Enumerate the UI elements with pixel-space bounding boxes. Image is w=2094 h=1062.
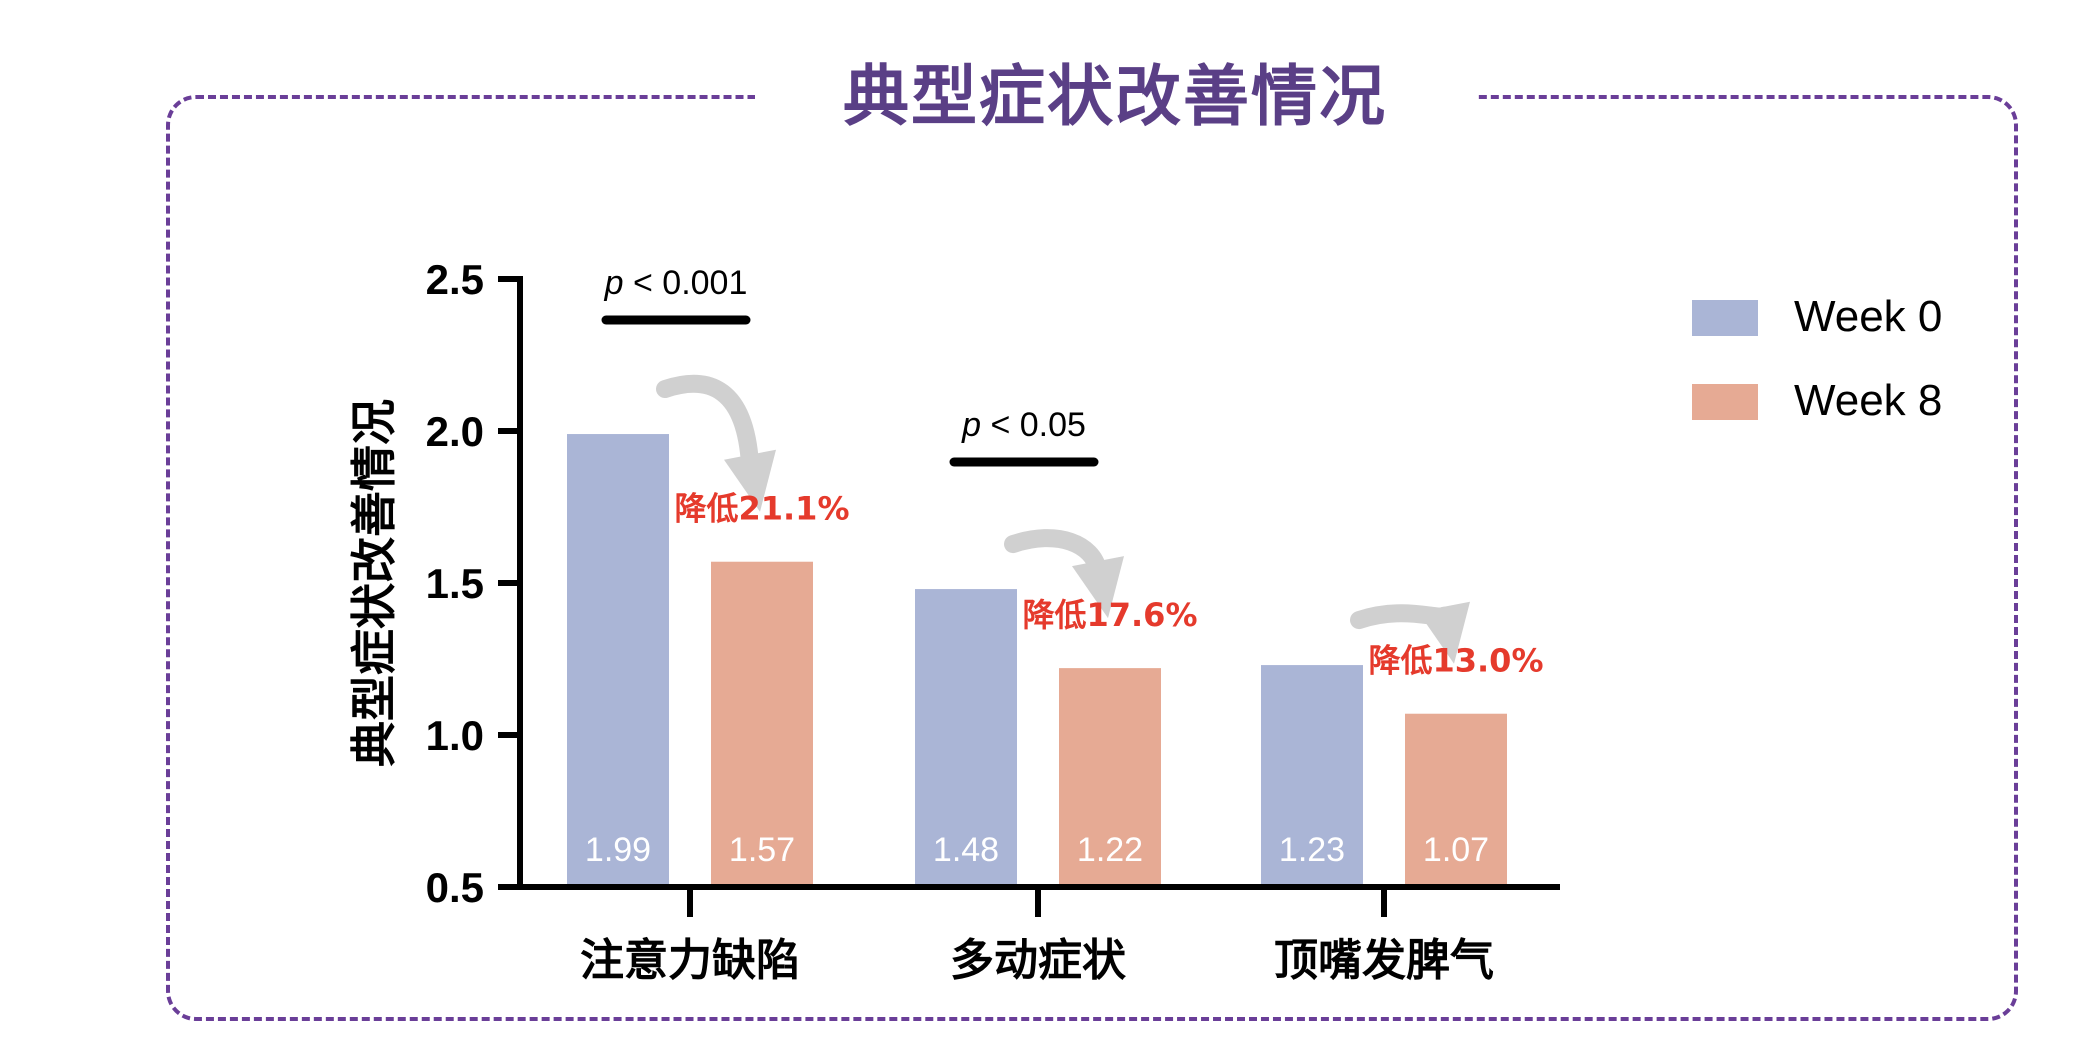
- y-tick-label: 1.5: [426, 560, 484, 607]
- bar-value-label: 1.23: [1279, 831, 1345, 869]
- legend-label: Week 0: [1794, 292, 1942, 341]
- reduction-label: 降低21.1%: [674, 490, 849, 528]
- legend-swatch: [1692, 384, 1758, 420]
- bar-value-label: 1.07: [1423, 831, 1489, 869]
- bar-value-label: 1.99: [585, 831, 651, 869]
- x-tick-label: 顶嘴发脾气: [1274, 935, 1494, 986]
- y-tick-label: 2.0: [426, 408, 484, 455]
- decrease-arrow: [656, 374, 759, 473]
- x-tick-label: 多动症状: [950, 935, 1127, 986]
- y-tick-label: 0.5: [426, 864, 484, 911]
- y-tick-label: 1.0: [426, 712, 484, 759]
- bar-value-label: 1.57: [729, 831, 795, 869]
- legend-swatch: [1692, 300, 1758, 336]
- significance-label: p < 0.001: [604, 264, 748, 302]
- bar: [1059, 668, 1161, 884]
- bar: [567, 434, 669, 884]
- bar: [1405, 713, 1507, 884]
- decrease-arrow-head: [1072, 556, 1124, 619]
- x-tick-label: 注意力缺陷: [580, 935, 800, 986]
- title-background: [755, 60, 1475, 136]
- y-tick-label: 2.5: [426, 256, 484, 303]
- decrease-arrow-head: [724, 449, 776, 512]
- y-axis-title: 典型症状改善情况: [347, 399, 401, 767]
- bar: [1261, 665, 1363, 884]
- chart-title: 典型症状改善情况: [843, 58, 1387, 135]
- bar: [915, 589, 1017, 884]
- bar-value-label: 1.22: [1077, 831, 1143, 869]
- legend-label: Week 8: [1794, 376, 1942, 425]
- bar-value-label: 1.48: [933, 831, 999, 869]
- bar: [711, 561, 813, 884]
- reduction-label: 降低17.6%: [1022, 596, 1197, 634]
- decrease-arrow-head: [1418, 601, 1470, 664]
- reduction-label: 降低13.0%: [1368, 642, 1543, 680]
- significance-label: p < 0.05: [961, 406, 1086, 444]
